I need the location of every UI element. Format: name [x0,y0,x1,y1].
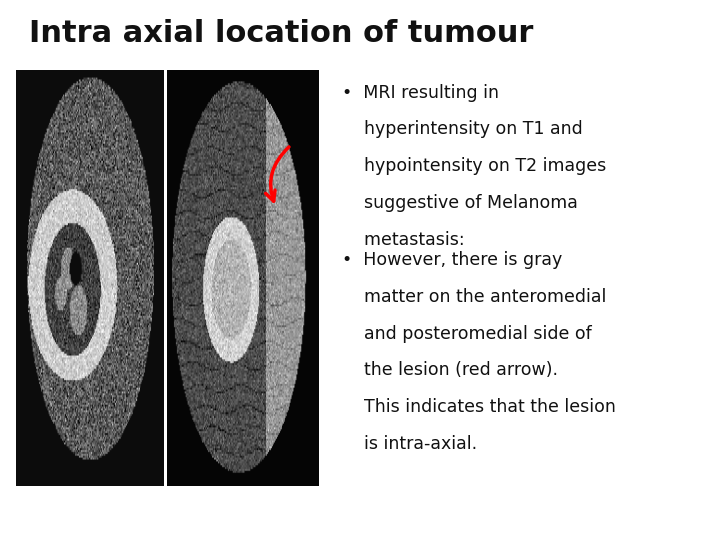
Text: the lesion (red arrow).: the lesion (red arrow). [342,361,558,379]
Text: •  However, there is gray: • However, there is gray [342,251,562,269]
Text: matter on the anteromedial: matter on the anteromedial [342,288,606,306]
Text: is intra-axial.: is intra-axial. [342,435,477,453]
Text: and posteromedial side of: and posteromedial side of [342,325,592,342]
Text: hyperintensity on T1 and: hyperintensity on T1 and [342,120,582,138]
Text: This indicates that the lesion: This indicates that the lesion [342,398,616,416]
Text: Intra axial location of tumour: Intra axial location of tumour [29,19,534,48]
Text: metastasis:: metastasis: [342,231,464,248]
Text: •  MRI resulting in: • MRI resulting in [342,84,499,102]
Text: hypointensity on T2 images: hypointensity on T2 images [342,157,606,175]
Text: suggestive of Melanoma: suggestive of Melanoma [342,194,578,212]
